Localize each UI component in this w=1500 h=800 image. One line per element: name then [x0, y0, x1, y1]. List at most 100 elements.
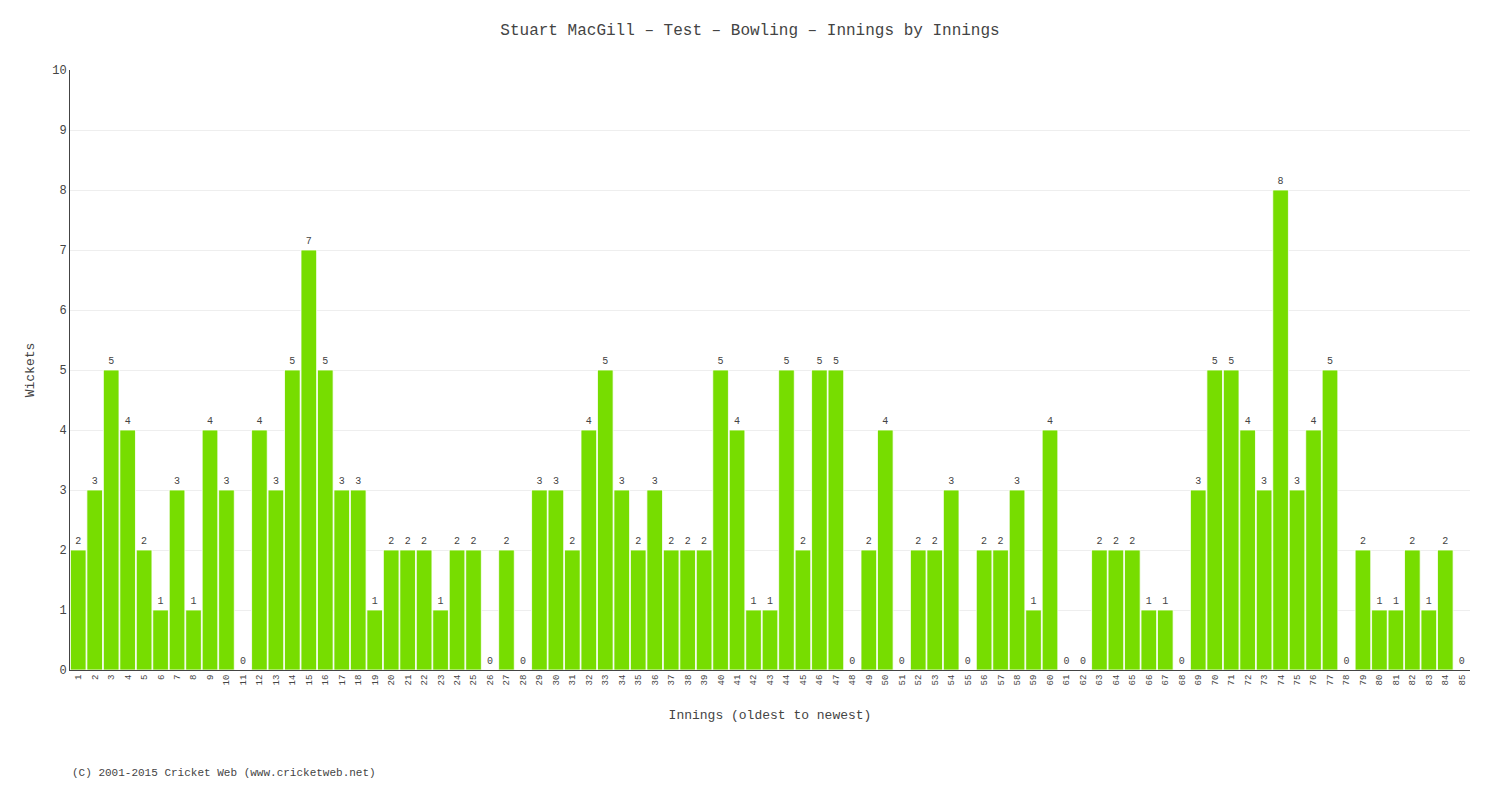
svg-text:0: 0 — [1063, 656, 1069, 667]
svg-text:11: 11 — [239, 675, 249, 686]
svg-text:84: 84 — [1441, 675, 1451, 686]
svg-text:14: 14 — [288, 675, 298, 686]
svg-text:2: 2 — [981, 536, 987, 547]
svg-text:1: 1 — [372, 596, 378, 607]
svg-text:32: 32 — [585, 675, 595, 686]
svg-text:3: 3 — [59, 484, 66, 498]
svg-text:40: 40 — [717, 675, 727, 686]
svg-text:48: 48 — [848, 675, 858, 686]
svg-text:Innings (oldest to newest): Innings (oldest to newest) — [669, 708, 872, 723]
svg-text:5: 5 — [783, 356, 789, 367]
svg-text:33: 33 — [601, 675, 611, 686]
svg-text:65: 65 — [1128, 675, 1138, 686]
svg-text:3: 3 — [355, 476, 361, 487]
svg-text:2: 2 — [503, 536, 509, 547]
svg-text:54: 54 — [947, 675, 957, 686]
svg-text:53: 53 — [931, 675, 941, 686]
svg-text:8: 8 — [189, 675, 199, 680]
svg-text:20: 20 — [387, 675, 397, 686]
svg-text:2: 2 — [1129, 536, 1135, 547]
svg-text:15: 15 — [305, 675, 315, 686]
svg-text:73: 73 — [1260, 675, 1270, 686]
svg-text:4: 4 — [125, 416, 131, 427]
svg-text:2: 2 — [1360, 536, 1366, 547]
svg-text:63: 63 — [1095, 675, 1105, 686]
svg-text:74: 74 — [1277, 675, 1287, 686]
svg-text:23: 23 — [437, 675, 447, 686]
svg-text:4: 4 — [256, 416, 262, 427]
svg-text:38: 38 — [684, 675, 694, 686]
svg-text:81: 81 — [1392, 675, 1402, 686]
svg-text:5: 5 — [1228, 356, 1234, 367]
svg-text:4: 4 — [207, 416, 213, 427]
svg-text:47: 47 — [832, 675, 842, 686]
svg-text:2: 2 — [668, 536, 674, 547]
svg-text:9: 9 — [59, 124, 66, 138]
svg-text:5: 5 — [1327, 356, 1333, 367]
svg-text:77: 77 — [1326, 675, 1336, 686]
svg-text:2: 2 — [569, 536, 575, 547]
svg-text:1: 1 — [1393, 596, 1399, 607]
svg-text:1: 1 — [74, 675, 84, 680]
svg-text:2: 2 — [405, 536, 411, 547]
svg-text:0: 0 — [1179, 656, 1185, 667]
svg-text:2: 2 — [635, 536, 641, 547]
svg-text:3: 3 — [619, 476, 625, 487]
svg-text:68: 68 — [1178, 675, 1188, 686]
svg-text:(C) 2001-2015 Cricket Web (www: (C) 2001-2015 Cricket Web (www.cricketwe… — [72, 767, 376, 779]
svg-text:7: 7 — [59, 244, 66, 258]
svg-text:4: 4 — [586, 416, 592, 427]
svg-text:55: 55 — [964, 675, 974, 686]
svg-text:4: 4 — [734, 416, 740, 427]
svg-text:79: 79 — [1359, 675, 1369, 686]
svg-text:2: 2 — [141, 536, 147, 547]
svg-text:9: 9 — [206, 675, 216, 680]
svg-text:56: 56 — [980, 675, 990, 686]
svg-text:62: 62 — [1079, 675, 1089, 686]
svg-text:4: 4 — [882, 416, 888, 427]
svg-text:7: 7 — [173, 675, 183, 680]
svg-text:2: 2 — [1442, 536, 1448, 547]
svg-text:3: 3 — [1261, 476, 1267, 487]
svg-text:28: 28 — [519, 675, 529, 686]
svg-text:5: 5 — [833, 356, 839, 367]
svg-text:41: 41 — [733, 675, 743, 686]
svg-text:1: 1 — [158, 596, 164, 607]
svg-text:6: 6 — [157, 675, 167, 680]
svg-text:Stuart MacGill – Test – Bowlin: Stuart MacGill – Test – Bowling – Inning… — [500, 22, 999, 40]
svg-text:3: 3 — [339, 476, 345, 487]
svg-text:0: 0 — [1080, 656, 1086, 667]
svg-text:4: 4 — [1047, 416, 1053, 427]
svg-text:3: 3 — [536, 476, 542, 487]
svg-text:0: 0 — [1459, 656, 1465, 667]
svg-text:8: 8 — [59, 184, 66, 198]
svg-text:1: 1 — [1031, 596, 1037, 607]
svg-text:2: 2 — [454, 536, 460, 547]
svg-text:26: 26 — [486, 675, 496, 686]
svg-text:4: 4 — [59, 424, 66, 438]
svg-text:2: 2 — [1409, 536, 1415, 547]
svg-text:0: 0 — [487, 656, 493, 667]
svg-text:0: 0 — [520, 656, 526, 667]
svg-text:3: 3 — [652, 476, 658, 487]
svg-text:3: 3 — [92, 476, 98, 487]
svg-text:30: 30 — [552, 675, 562, 686]
svg-text:36: 36 — [651, 675, 661, 686]
svg-text:4: 4 — [1245, 416, 1251, 427]
svg-text:7: 7 — [306, 236, 312, 247]
svg-text:3: 3 — [1195, 476, 1201, 487]
svg-text:82: 82 — [1408, 675, 1418, 686]
svg-text:1: 1 — [767, 596, 773, 607]
svg-text:2: 2 — [471, 536, 477, 547]
svg-text:83: 83 — [1425, 675, 1435, 686]
svg-text:2: 2 — [800, 536, 806, 547]
svg-text:5: 5 — [322, 356, 328, 367]
svg-text:0: 0 — [849, 656, 855, 667]
svg-text:2: 2 — [866, 536, 872, 547]
svg-text:12: 12 — [255, 675, 265, 686]
svg-text:85: 85 — [1458, 675, 1468, 686]
svg-text:35: 35 — [634, 675, 644, 686]
svg-text:3: 3 — [223, 476, 229, 487]
svg-text:1: 1 — [751, 596, 757, 607]
svg-text:10: 10 — [52, 64, 66, 78]
